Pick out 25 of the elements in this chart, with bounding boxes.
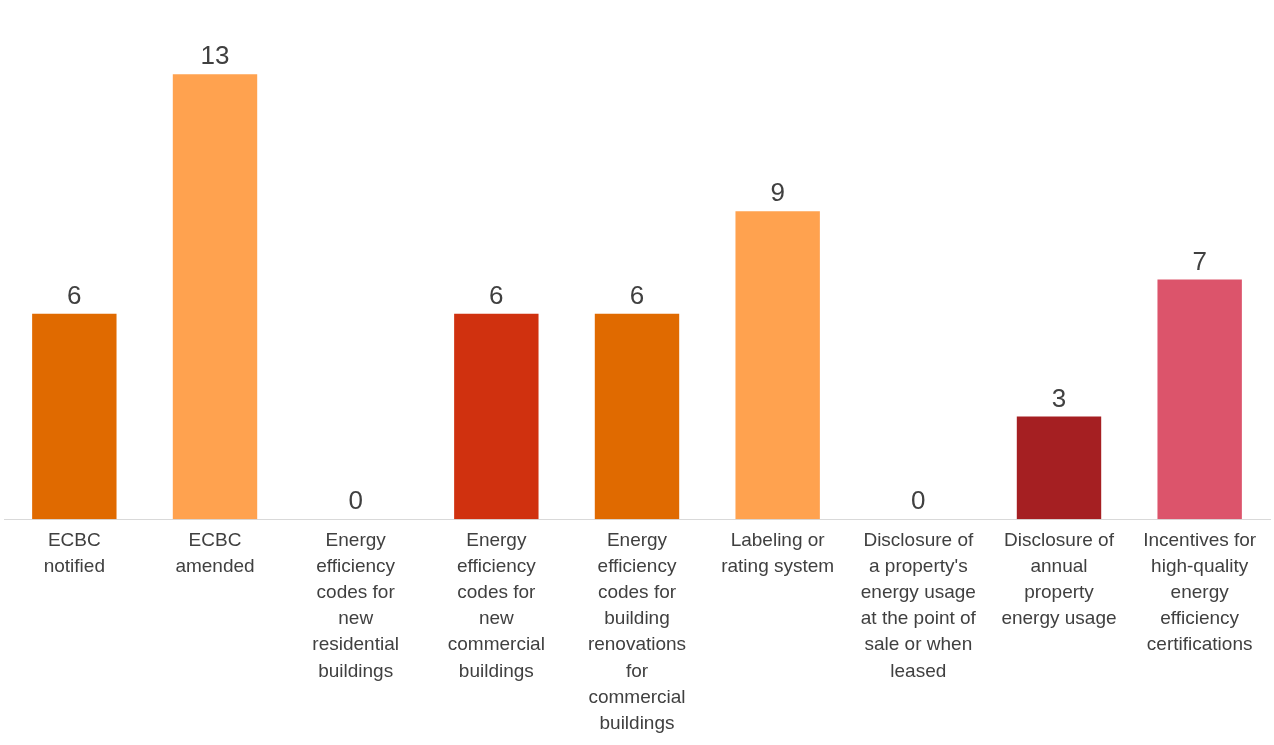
x-tick-label: Energy efficiency codes for new commercial buildings <box>447 528 545 681</box>
x-tick-label: ECBC amended <box>175 528 255 576</box>
data-label: 6 <box>629 280 645 311</box>
x-tick-label: Energy efficiency codes for new residential buildings <box>312 528 399 681</box>
data-label: 0 <box>348 485 363 516</box>
data-label: 6 <box>489 280 504 311</box>
bar <box>32 313 117 520</box>
bar <box>1157 279 1242 520</box>
x-tick-label: Labeling or rating system <box>721 528 835 576</box>
x-tick-label: Disclosure of annual property energy usage <box>1001 528 1117 629</box>
data-label: 6 <box>67 280 82 311</box>
data-label: 7 <box>1192 245 1207 276</box>
x-tick-label: Incentives for high-quality energy efficiency certifications <box>1143 528 1257 655</box>
bar <box>1016 416 1102 520</box>
x-tick-label: ECBC notified <box>43 528 105 576</box>
bar <box>594 313 680 520</box>
x-tick-label: Disclosure of a property's energy usage at the point of sale or when leased <box>860 528 977 681</box>
bar <box>735 211 820 520</box>
x-tick-label: Energy efficiency codes for building renovations for commercial buildings <box>587 528 687 734</box>
data-label: 13 <box>200 40 230 71</box>
bar <box>454 313 539 520</box>
data-label: 9 <box>770 177 785 208</box>
bar <box>172 74 258 520</box>
data-label: 0 <box>911 485 926 516</box>
data-label: 3 <box>1051 382 1067 413</box>
